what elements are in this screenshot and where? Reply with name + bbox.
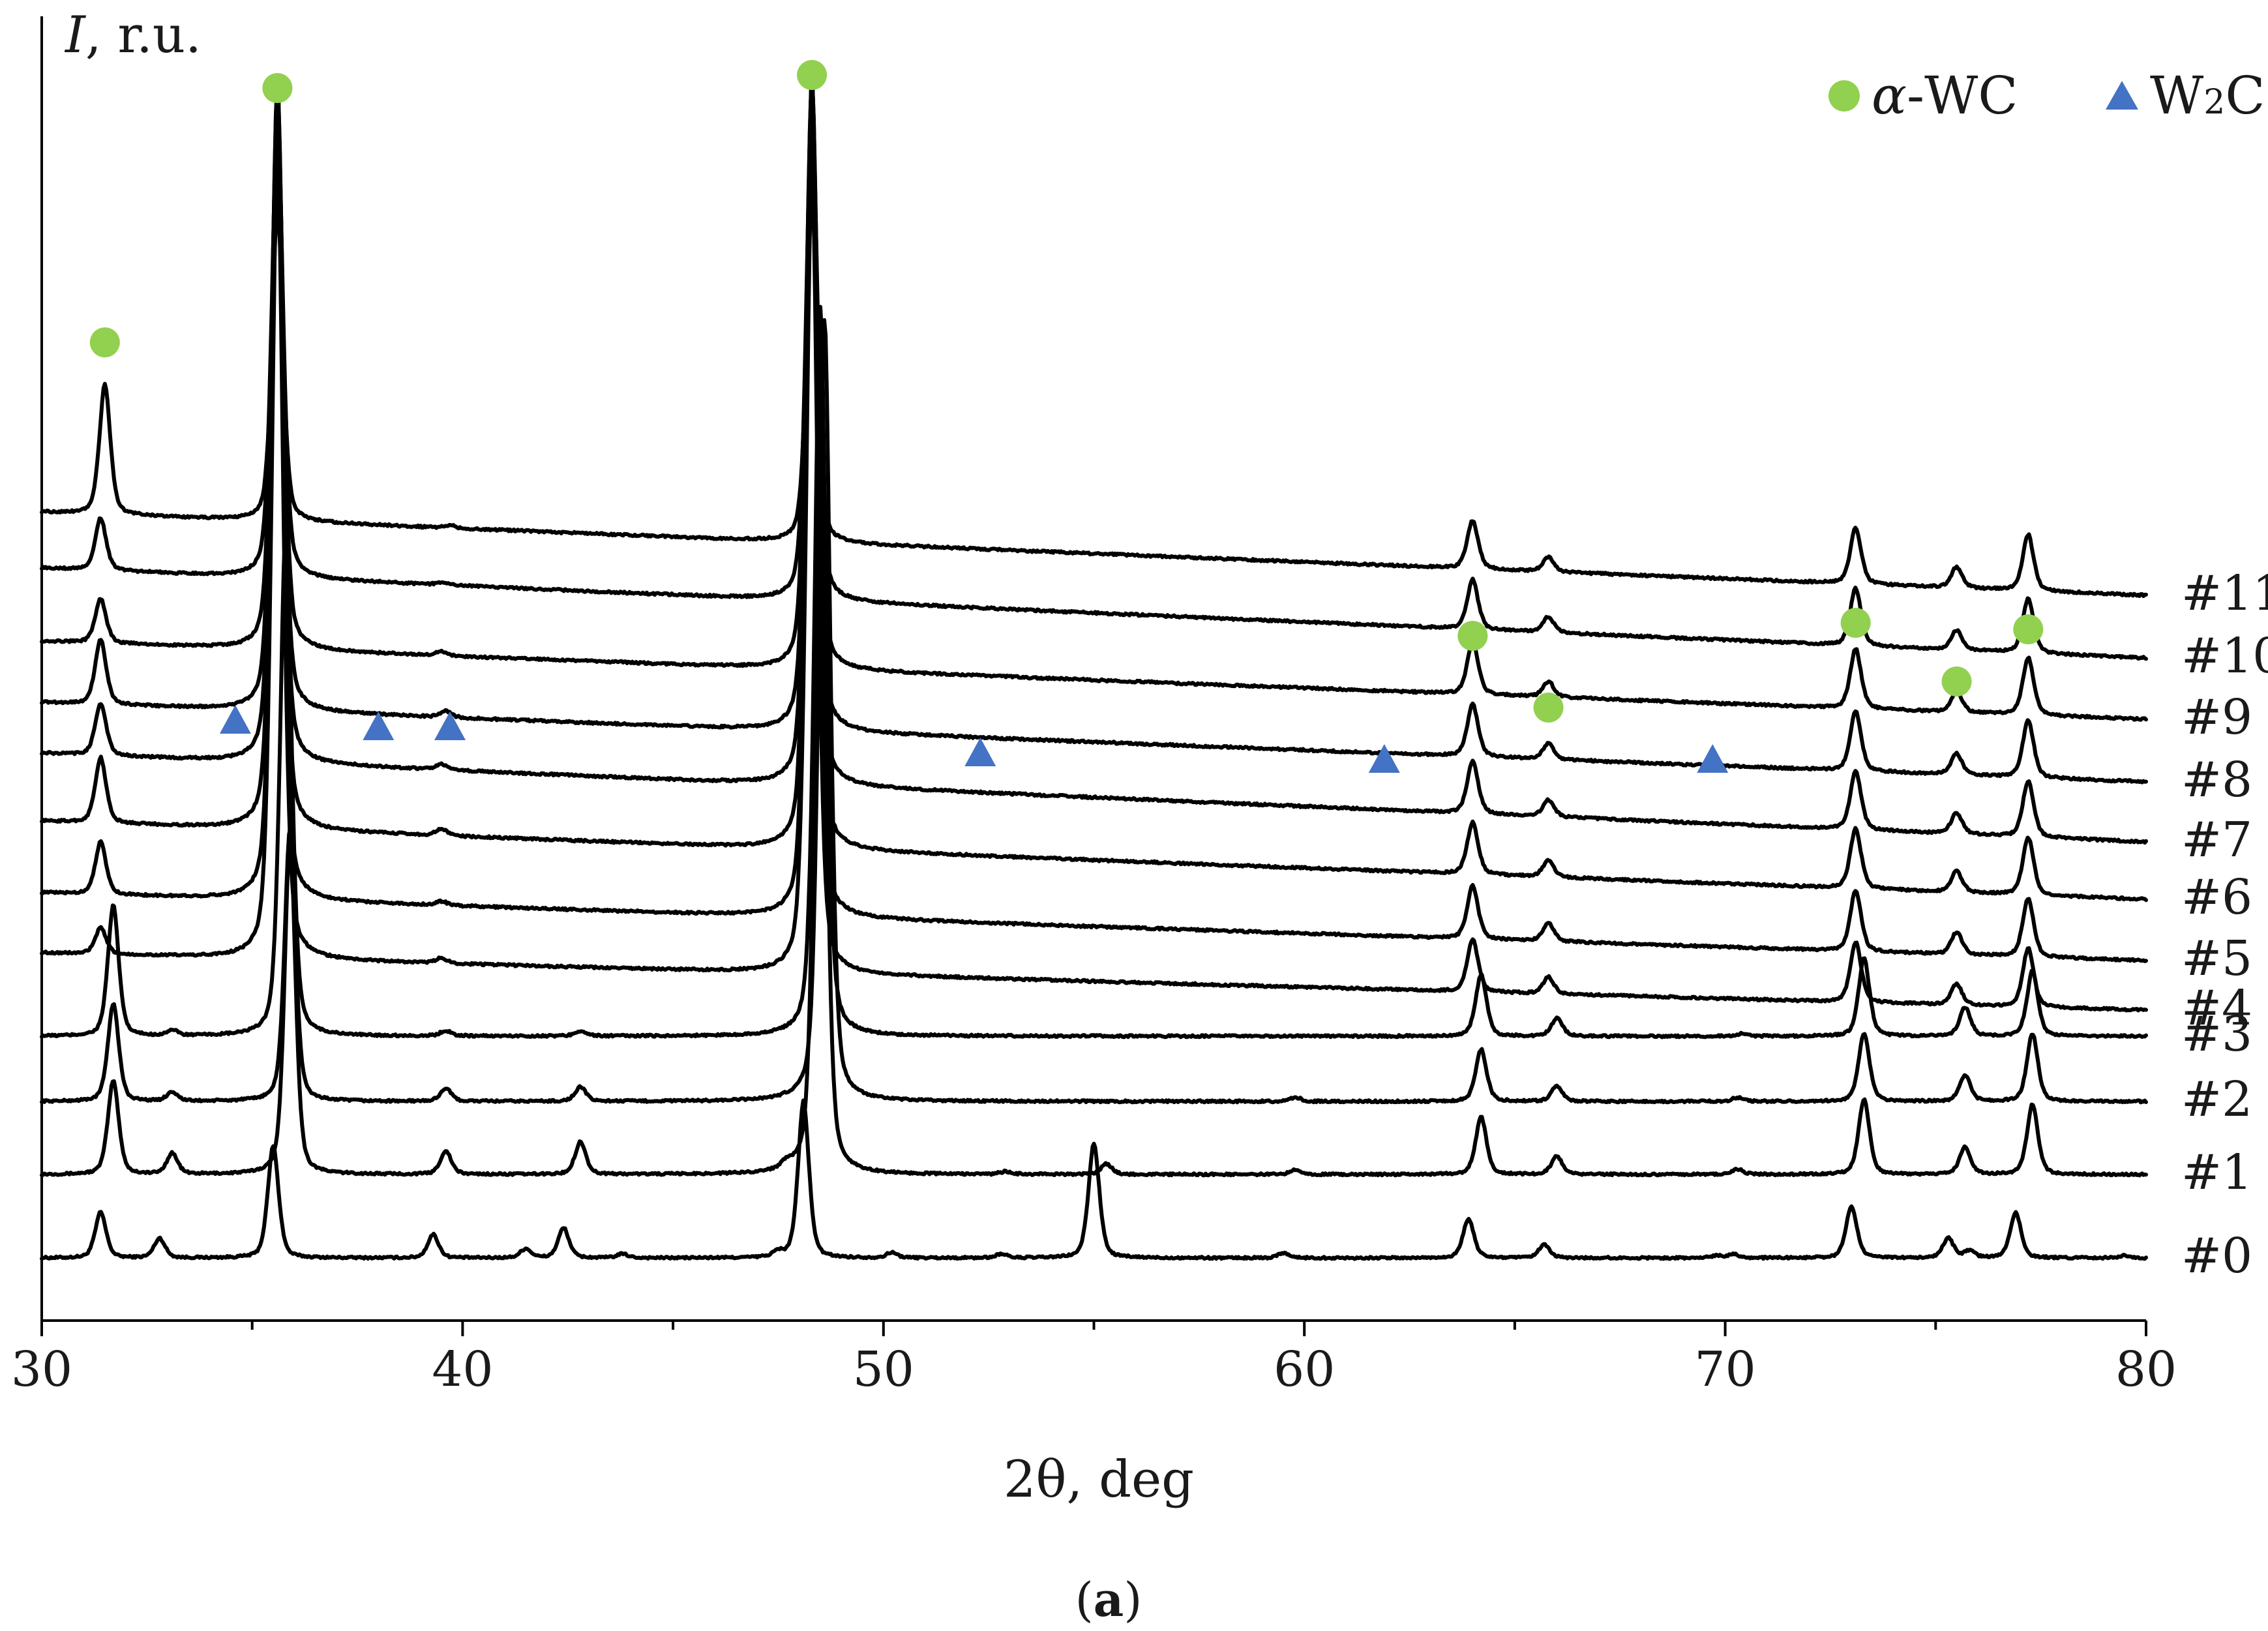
series-label-0: #0: [2181, 1228, 2252, 1284]
x-tick-label-60: 60: [1274, 1341, 1335, 1398]
series-label-6: #6: [2181, 869, 2252, 925]
series-label-8: #8: [2181, 752, 2252, 808]
series-label-7: #7: [2181, 812, 2252, 868]
x-tick-label-40: 40: [432, 1341, 493, 1398]
panel-label: (a): [1075, 1572, 1142, 1627]
w2c-marker-2: [434, 711, 466, 740]
legend-w2c-main: W: [2150, 65, 2203, 126]
series-trace-3: [40, 305, 2148, 1040]
alpha-wc-marker-7: [2013, 614, 2044, 644]
panel-label-close: ): [1124, 1572, 1142, 1627]
alpha-wc-marker-3: [1457, 621, 1488, 651]
series-trace-4: [40, 149, 2148, 1013]
series-label-5: #5: [2181, 931, 2252, 987]
alpha-wc-marker-4: [1533, 693, 1564, 723]
legend-w2c-subscript: 2: [2203, 83, 2225, 122]
series-label-4: #4: [2181, 980, 2252, 1036]
series-label-3: #3: [2181, 1006, 2252, 1062]
w2c-marker-3: [964, 738, 996, 766]
x-tick-label-70: 70: [1695, 1341, 1756, 1398]
w2c-marker-0: [219, 705, 251, 734]
legend-w2c-marker: [2106, 81, 2138, 110]
series-trace-0: [40, 1098, 2148, 1261]
w2c-marker-1: [363, 711, 395, 740]
legend-alpha-wc-greek: α: [1872, 65, 1907, 126]
alpha-wc-marker-5: [1840, 608, 1871, 638]
series-trace-11: [40, 203, 2148, 598]
alpha-wc-marker-0: [89, 327, 120, 357]
series-trace-8: [40, 80, 2148, 785]
x-tick-label-80: 80: [2115, 1341, 2177, 1398]
diffraction-traces: [40, 80, 2148, 1261]
y-axis-title-unit: , r.u.: [85, 6, 201, 65]
series-trace-9: [40, 83, 2148, 722]
legend-alpha-wc-marker: [1828, 80, 1860, 112]
w2c-marker-5: [1697, 744, 1729, 773]
series-trace-2: [40, 318, 2148, 1105]
legend-alpha-wc-label: α-WC: [1872, 65, 2018, 126]
series-trace-10: [40, 106, 2148, 661]
series-labels: #0 #1 #2 #3#4#5 #6#7#8 #9#10 #11: [2181, 565, 2268, 1284]
series-label-9: #9: [2181, 689, 2252, 745]
phase-markers: [89, 60, 2044, 773]
panel-label-open: (: [1075, 1572, 1094, 1627]
series-label-11: #11: [2181, 565, 2268, 621]
series-trace-6: [40, 95, 2148, 903]
series-trace-7: [40, 83, 2148, 845]
legend-alpha-wc-text: -WC: [1907, 65, 2018, 126]
series-label-2: #2: [2181, 1071, 2252, 1128]
x-tick-label-30: 30: [11, 1341, 72, 1398]
series-label-1: #1: [2181, 1145, 2252, 1201]
x-axis-ticks: 30 40 50 60 70 80: [11, 1321, 2177, 1398]
legend-w2c-label: W2C: [2150, 65, 2265, 126]
series-trace-1: [40, 416, 2148, 1178]
x-axis-title: 2θ, deg: [1004, 1450, 1194, 1509]
alpha-wc-marker-2: [797, 60, 828, 90]
y-axis-title: I, r.u.: [64, 6, 201, 65]
series-label-10: #10: [2181, 628, 2268, 684]
w2c-marker-4: [1368, 744, 1400, 773]
y-axis-title-symbol: I: [64, 6, 87, 65]
series-trace-5: [40, 125, 2148, 963]
alpha-wc-marker-6: [1941, 666, 1972, 696]
legend-w2c-tail: C: [2225, 65, 2265, 126]
alpha-wc-marker-1: [262, 73, 293, 103]
panel-label-letter: a: [1094, 1572, 1124, 1627]
legend: α-WC W2C: [1828, 65, 2265, 126]
x-tick-label-50: 50: [853, 1341, 914, 1398]
